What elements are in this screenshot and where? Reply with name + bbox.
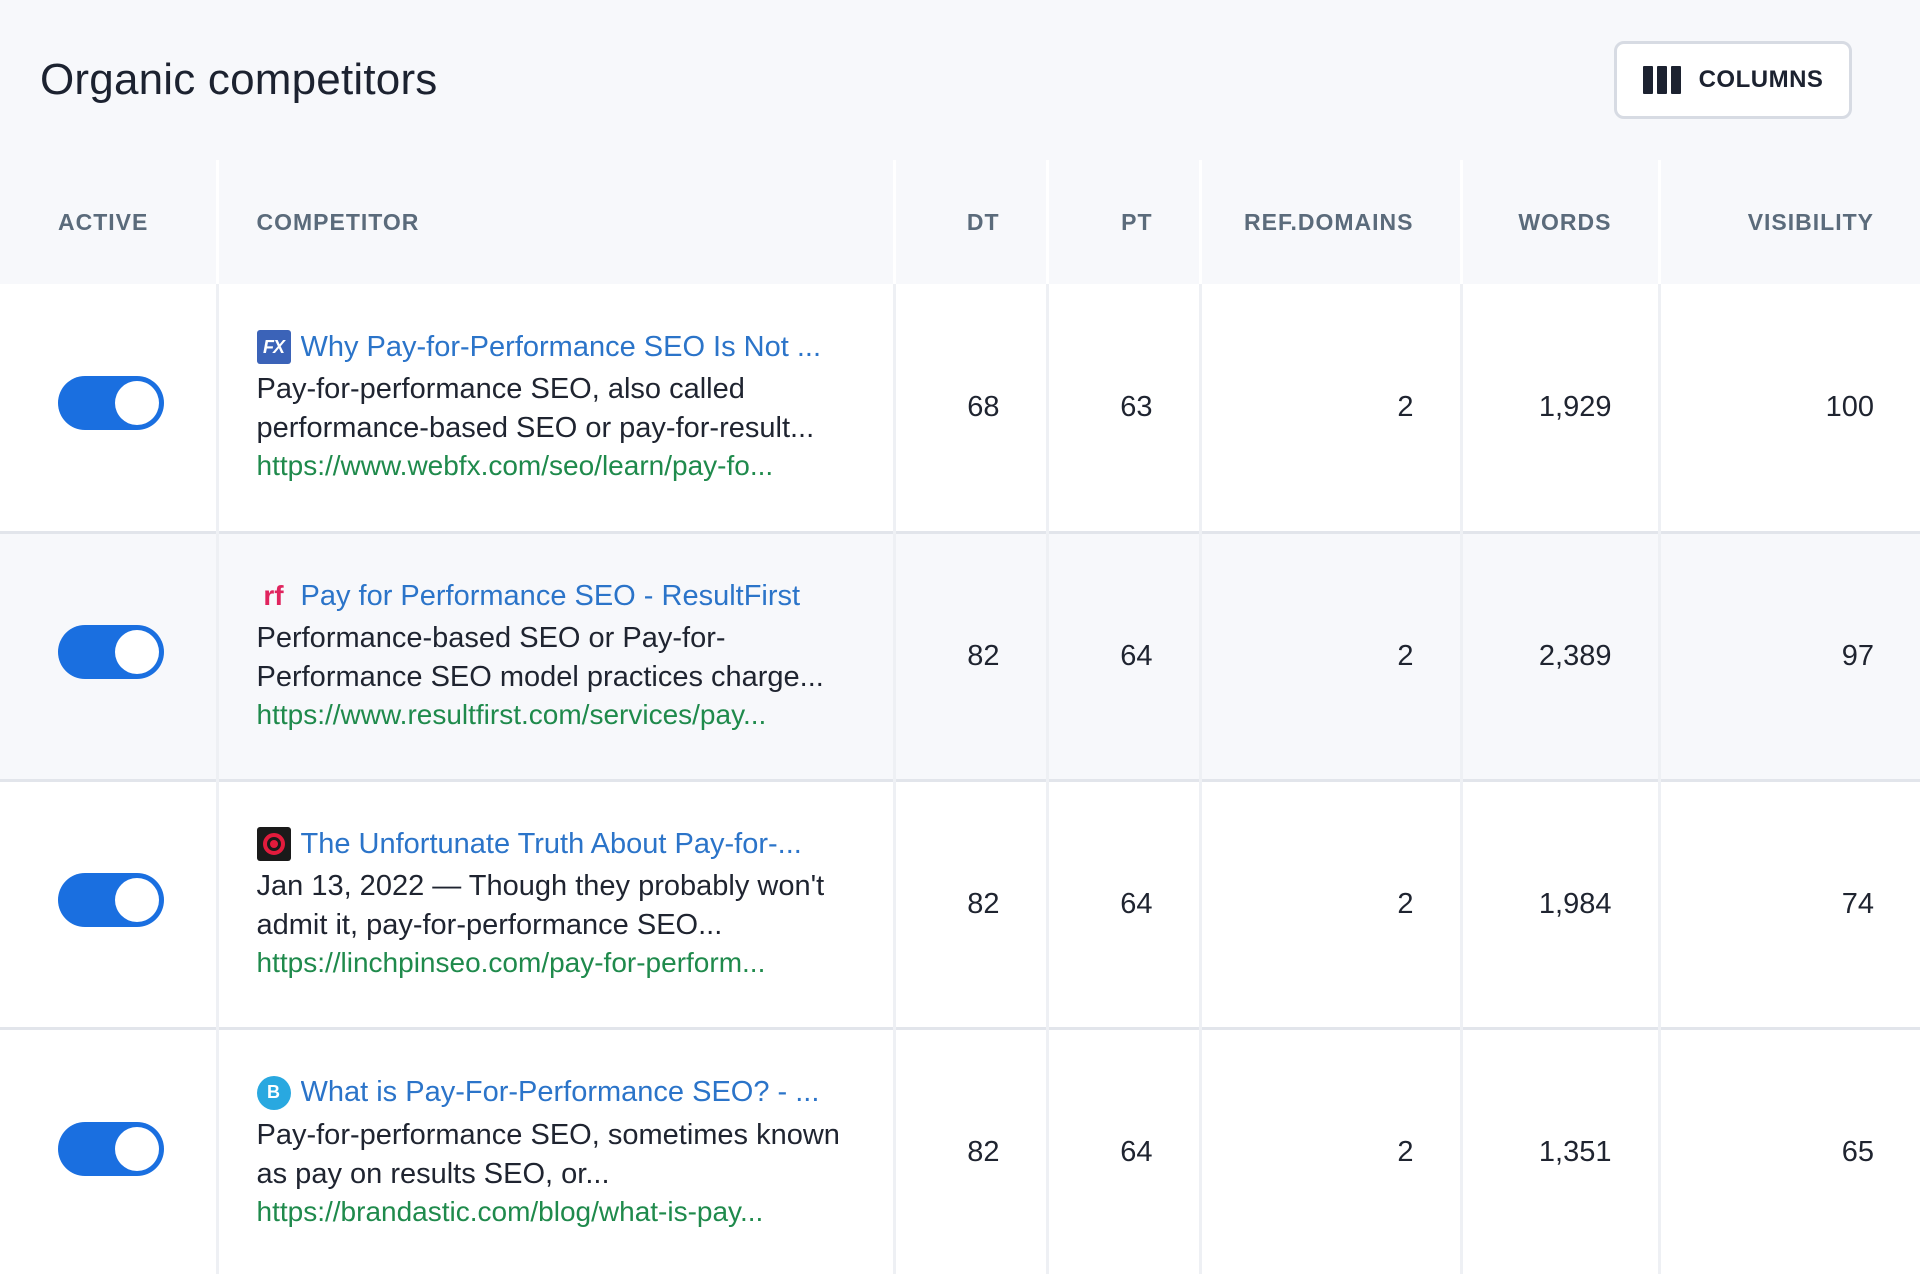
active-toggle[interactable] xyxy=(58,376,164,431)
column-header-competitor[interactable]: COMPETITOR xyxy=(215,160,894,284)
panel-header: Organic competitors COLUMNS xyxy=(0,0,1920,160)
linchpin-icon xyxy=(256,827,291,861)
toggle-knob xyxy=(115,878,159,922)
column-header-active[interactable]: ACTIVE xyxy=(58,208,149,235)
columns-button-label: COLUMNS xyxy=(1698,66,1824,93)
competitor-cell: The Unfortunate Truth About Pay-for-... … xyxy=(215,780,894,1028)
table-row: The Unfortunate Truth About Pay-for-... … xyxy=(0,780,1920,1028)
pt-value: 63 xyxy=(1045,284,1200,532)
column-header-visibility[interactable]: VISIBILITY xyxy=(1657,160,1920,284)
table-header-row: ACTIVE COMPETITOR DT PT REF.DOMAINS WORD… xyxy=(0,160,1920,284)
competitor-cell: B What is Pay-For-Performance SEO? - ...… xyxy=(215,1028,894,1274)
webfx-icon: FX xyxy=(256,330,291,365)
visibility-value: 74 xyxy=(1657,780,1920,1028)
competitor-title-line: B What is Pay-For-Performance SEO? - ... xyxy=(256,1075,873,1110)
visibility-value: 100 xyxy=(1657,284,1920,532)
columns-icon xyxy=(1642,66,1681,94)
words-value: 1,351 xyxy=(1459,1028,1659,1274)
page-title: Organic competitors xyxy=(40,55,438,104)
active-cell xyxy=(0,780,217,1028)
competitor-title-link[interactable]: Pay for Performance SEO - ResultFirst xyxy=(300,579,801,612)
pt-value: 64 xyxy=(1045,1028,1200,1274)
pt-value: 64 xyxy=(1045,780,1200,1028)
active-toggle[interactable] xyxy=(58,873,164,927)
visibility-value: 97 xyxy=(1657,532,1920,780)
words-value: 1,929 xyxy=(1459,284,1659,532)
words-value: 2,389 xyxy=(1459,532,1659,780)
ref-domains-value: 2 xyxy=(1198,284,1461,532)
dt-value: 68 xyxy=(892,284,1047,532)
column-header-pt[interactable]: PT xyxy=(1045,160,1200,284)
competitor-title-line: FX Why Pay-for-Performance SEO Is Not ..… xyxy=(256,330,873,365)
competitor-title-line: rf Pay for Performance SEO - ResultFirst xyxy=(257,579,873,613)
brandastic-icon: B xyxy=(256,1075,291,1110)
competitor-title-link[interactable]: The Unfortunate Truth About Pay-for-... xyxy=(300,827,802,860)
column-header-words[interactable]: WORDS xyxy=(1459,160,1659,284)
toggle-knob xyxy=(115,381,159,426)
active-cell xyxy=(0,284,217,532)
dt-value: 82 xyxy=(892,1028,1047,1274)
ref-domains-value: 2 xyxy=(1198,532,1461,780)
dt-value: 82 xyxy=(892,532,1047,780)
competitor-url[interactable]: https://linchpinseo.com/pay-for-perform.… xyxy=(256,947,766,978)
competitor-title-line: The Unfortunate Truth About Pay-for-... xyxy=(256,827,873,861)
competitor-url[interactable]: https://www.resultfirst.com/services/pay… xyxy=(256,699,767,730)
active-toggle[interactable] xyxy=(58,1121,164,1176)
competitor-url[interactable]: https://brandastic.com/blog/what-is-pay.… xyxy=(256,1195,764,1227)
competitor-snippet: Pay-for-performance SEO, also called per… xyxy=(256,373,815,445)
resultfirst-icon: rf xyxy=(263,580,284,611)
ref-domains-value: 2 xyxy=(1198,1028,1461,1274)
toggle-knob xyxy=(115,1126,159,1171)
active-toggle[interactable] xyxy=(58,625,164,679)
active-cell xyxy=(0,1028,217,1274)
table-row: rf Pay for Performance SEO - ResultFirst… xyxy=(0,532,1920,780)
toggle-knob xyxy=(115,630,159,674)
competitor-cell: FX Why Pay-for-Performance SEO Is Not ..… xyxy=(215,284,894,532)
competitors-table: ACTIVE COMPETITOR DT PT REF.DOMAINS WORD… xyxy=(0,160,1920,1274)
competitor-snippet: Performance-based SEO or Pay-for-Perform… xyxy=(256,622,824,693)
competitor-snippet: Pay-for-performance SEO, sometimes known… xyxy=(256,1118,840,1190)
active-cell xyxy=(0,532,217,780)
pt-value: 64 xyxy=(1045,532,1200,780)
columns-button[interactable]: COLUMNS xyxy=(1614,41,1852,119)
competitor-cell: rf Pay for Performance SEO - ResultFirst… xyxy=(215,532,894,780)
table-row: B What is Pay-For-Performance SEO? - ...… xyxy=(0,1028,1920,1274)
column-header-dt[interactable]: DT xyxy=(892,160,1047,284)
table-row: FX Why Pay-for-Performance SEO Is Not ..… xyxy=(0,284,1920,532)
ref-domains-value: 2 xyxy=(1198,780,1461,1028)
competitor-snippet: Jan 13, 2022 — Though they probably won'… xyxy=(256,870,825,941)
competitor-title-link[interactable]: Why Pay-for-Performance SEO Is Not ... xyxy=(300,330,822,363)
visibility-value: 65 xyxy=(1657,1028,1920,1274)
competitor-url[interactable]: https://www.webfx.com/seo/learn/pay-fo..… xyxy=(256,450,774,482)
competitor-title-link[interactable]: What is Pay-For-Performance SEO? - ... xyxy=(300,1076,820,1109)
dt-value: 82 xyxy=(892,780,1047,1028)
words-value: 1,984 xyxy=(1459,780,1659,1028)
column-header-ref-domains[interactable]: REF.DOMAINS xyxy=(1198,160,1461,284)
